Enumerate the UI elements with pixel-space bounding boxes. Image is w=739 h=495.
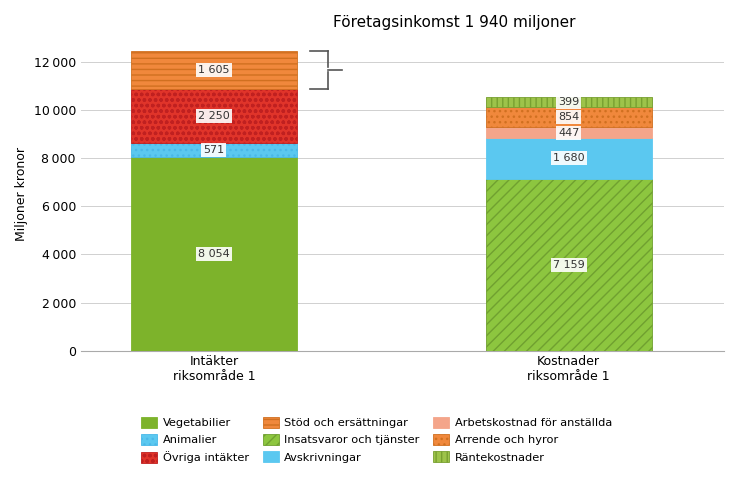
Text: 399: 399 <box>558 97 579 107</box>
Text: 1 605: 1 605 <box>198 65 230 75</box>
Bar <box>486 107 652 127</box>
Text: 7 159: 7 159 <box>553 259 585 270</box>
Bar <box>131 157 297 350</box>
Title: Företagsinkomst 1 940 miljoner: Företagsinkomst 1 940 miljoner <box>333 15 575 30</box>
Bar <box>131 50 297 89</box>
Bar <box>486 98 652 107</box>
Bar <box>486 179 652 350</box>
Bar <box>486 127 652 138</box>
Text: 2 250: 2 250 <box>198 111 230 121</box>
Text: 447: 447 <box>558 128 579 138</box>
Text: 1 680: 1 680 <box>553 153 585 163</box>
Y-axis label: Miljoner kronor: Miljoner kronor <box>15 148 28 242</box>
Text: 571: 571 <box>203 145 225 155</box>
Text: 854: 854 <box>558 112 579 122</box>
Bar <box>486 138 652 179</box>
Bar <box>131 143 297 157</box>
Text: 8 054: 8 054 <box>198 249 230 259</box>
Bar <box>131 89 297 143</box>
Legend: Vegetabilier, Animalier, Övriga intäkter, Stöd och ersättningar, Insatsvaror och: Vegetabilier, Animalier, Övriga intäkter… <box>137 412 617 468</box>
